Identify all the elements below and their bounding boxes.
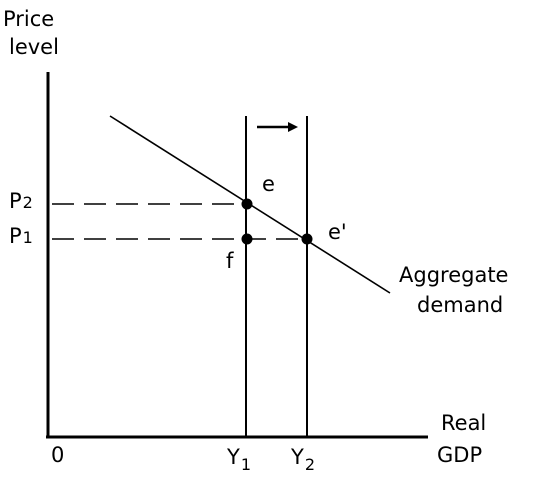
x-axis-label-line1: Real [441,411,486,435]
x-axis-label-line2: GDP [437,443,482,467]
y1-tick-label: Y1 [226,445,251,474]
point-e [241,198,253,210]
point-f [241,233,253,245]
origin-label: 0 [51,443,64,467]
p1-tick-label: P1 [9,224,33,248]
point-e-label: e [262,172,275,196]
point-e-prime [301,233,313,245]
y2-tick-label: Y2 [290,445,315,474]
y-axis-label-line1: Price [3,7,54,31]
p2-tick-label: P2 [9,189,33,213]
curve-label-line1: Aggregate [399,263,508,287]
y-axis-label-line2: level [9,35,59,59]
point-e-prime-label: e' [328,220,347,244]
point-f-label: f [226,249,234,273]
curve-label-line2: demand [417,293,503,317]
